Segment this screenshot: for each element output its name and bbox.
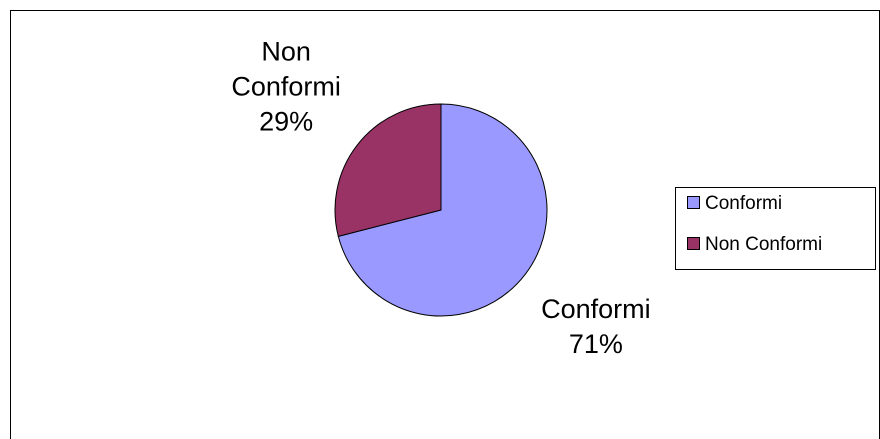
legend-label-non-conformi: Non Conformi (705, 234, 822, 255)
slice-labels: Conformi 71% Non Conformi 29% (231, 36, 650, 359)
legend-label-conformi: Conformi (705, 193, 782, 214)
data-label-conformi: Conformi 71% (541, 294, 651, 359)
legend-box (675, 187, 876, 270)
legend-swatch-non-conformi (687, 237, 700, 250)
pie-slices (334, 103, 548, 317)
pie-slice-conformi (337, 103, 548, 317)
pie-slice-non-conformi (334, 103, 442, 237)
legend-swatch-conformi (687, 196, 700, 209)
data-label-non-conformi: Non Conformi 29% (231, 36, 341, 136)
legend: Conformi Non Conformi (675, 187, 876, 270)
